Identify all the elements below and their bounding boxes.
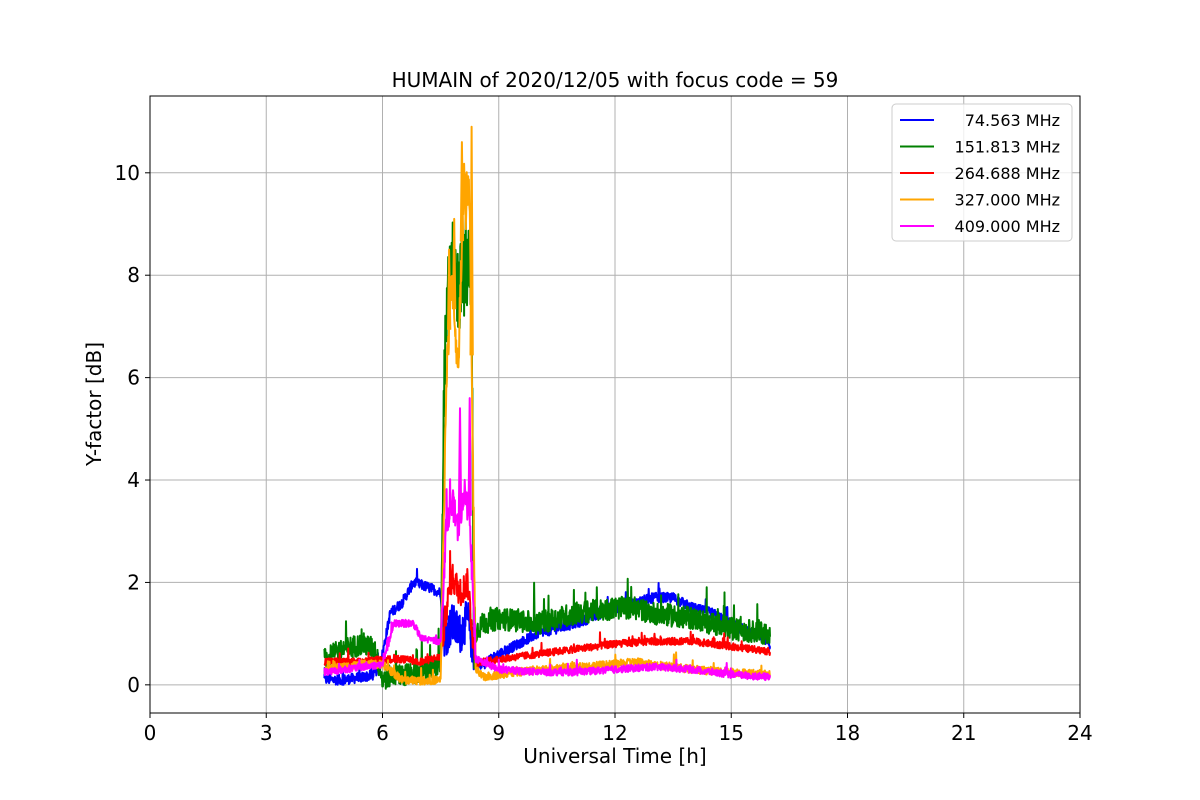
x-tick-label: 21 bbox=[951, 721, 976, 745]
chart-title: HUMAIN of 2020/12/05 with focus code = 5… bbox=[392, 68, 839, 92]
x-axis-ticks: 0 3 6 9 12 15 18 21 24 bbox=[144, 713, 1093, 745]
legend-label-2: 151.813 MHz bbox=[955, 138, 1060, 157]
y-axis-ticks: 0 2 4 6 8 10 bbox=[115, 161, 150, 697]
legend-label-1: 74.563 MHz bbox=[965, 111, 1060, 130]
x-tick-label: 9 bbox=[492, 721, 505, 745]
series-line-5 bbox=[323, 397, 771, 682]
x-tick-label: 6 bbox=[376, 721, 389, 745]
legend-label-3: 264.688 MHz bbox=[955, 164, 1060, 183]
y-axis-label: Y-factor [dB] bbox=[82, 342, 106, 467]
x-tick-label: 15 bbox=[719, 721, 744, 745]
series-layer bbox=[323, 125, 771, 690]
x-tick-label: 24 bbox=[1067, 721, 1092, 745]
y-tick-label: 0 bbox=[127, 673, 140, 697]
y-tick-label: 6 bbox=[127, 366, 140, 390]
legend-label-5: 409.000 MHz bbox=[955, 217, 1060, 236]
x-tick-label: 12 bbox=[602, 721, 627, 745]
x-tick-label: 18 bbox=[835, 721, 860, 745]
x-axis-label: Universal Time [h] bbox=[523, 744, 706, 768]
grid bbox=[150, 96, 1080, 713]
y-tick-label: 8 bbox=[127, 263, 140, 287]
legend-label-4: 327.000 MHz bbox=[955, 191, 1060, 210]
y-tick-label: 4 bbox=[127, 468, 140, 492]
x-tick-label: 3 bbox=[260, 721, 273, 745]
series-line-3 bbox=[323, 550, 771, 669]
y-tick-label: 2 bbox=[127, 570, 140, 594]
x-tick-label: 0 bbox=[144, 721, 157, 745]
y-tick-label: 10 bbox=[115, 161, 140, 185]
legend: 74.563 MHz 151.813 MHz 264.688 MHz 327.000 … bbox=[891, 103, 1073, 242]
legend-box bbox=[891, 103, 1073, 242]
